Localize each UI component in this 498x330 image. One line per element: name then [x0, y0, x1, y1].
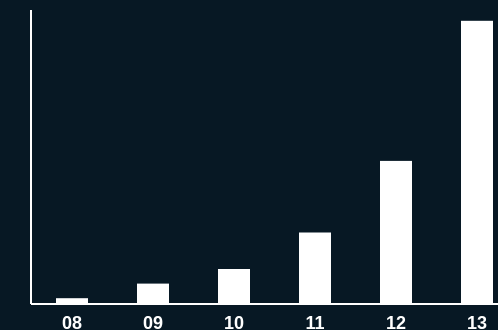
bar-10: [218, 269, 250, 304]
x-tick-label-12: 12: [386, 313, 406, 330]
bar-12: [380, 160, 412, 304]
x-tick-label-08: 08: [62, 313, 82, 330]
bar-13: [461, 20, 493, 305]
bar-09: [137, 283, 169, 304]
x-tick-label-13: 13: [467, 313, 487, 330]
x-tick-label-10: 10: [224, 313, 244, 330]
bar-08: [56, 298, 88, 304]
x-tick-label-11: 11: [305, 313, 324, 330]
x-tick-labels: 08 09 10 11 12 13: [62, 313, 487, 330]
bars-layer: [56, 20, 493, 305]
x-tick-label-09: 09: [143, 313, 163, 330]
bar-11: [299, 232, 331, 304]
